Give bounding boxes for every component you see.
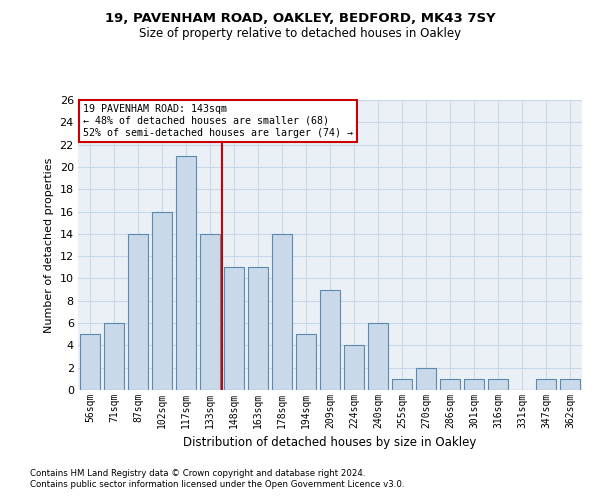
- Bar: [200, 234, 220, 390]
- Bar: [320, 290, 340, 390]
- Bar: [416, 368, 436, 390]
- Bar: [176, 156, 196, 390]
- Bar: [248, 268, 268, 390]
- Bar: [128, 234, 148, 390]
- Bar: [152, 212, 172, 390]
- Bar: [440, 379, 460, 390]
- Bar: [296, 334, 316, 390]
- Bar: [392, 379, 412, 390]
- Text: 19, PAVENHAM ROAD, OAKLEY, BEDFORD, MK43 7SY: 19, PAVENHAM ROAD, OAKLEY, BEDFORD, MK43…: [104, 12, 496, 26]
- Text: Size of property relative to detached houses in Oakley: Size of property relative to detached ho…: [139, 28, 461, 40]
- Bar: [344, 346, 364, 390]
- Bar: [224, 268, 244, 390]
- Y-axis label: Number of detached properties: Number of detached properties: [44, 158, 54, 332]
- Text: Contains public sector information licensed under the Open Government Licence v3: Contains public sector information licen…: [30, 480, 404, 489]
- Bar: [560, 379, 580, 390]
- Bar: [368, 323, 388, 390]
- Text: Contains HM Land Registry data © Crown copyright and database right 2024.: Contains HM Land Registry data © Crown c…: [30, 468, 365, 477]
- Bar: [272, 234, 292, 390]
- Bar: [464, 379, 484, 390]
- Bar: [104, 323, 124, 390]
- Bar: [536, 379, 556, 390]
- X-axis label: Distribution of detached houses by size in Oakley: Distribution of detached houses by size …: [184, 436, 476, 450]
- Bar: [80, 334, 100, 390]
- Bar: [488, 379, 508, 390]
- Text: 19 PAVENHAM ROAD: 143sqm
← 48% of detached houses are smaller (68)
52% of semi-d: 19 PAVENHAM ROAD: 143sqm ← 48% of detach…: [83, 104, 353, 138]
